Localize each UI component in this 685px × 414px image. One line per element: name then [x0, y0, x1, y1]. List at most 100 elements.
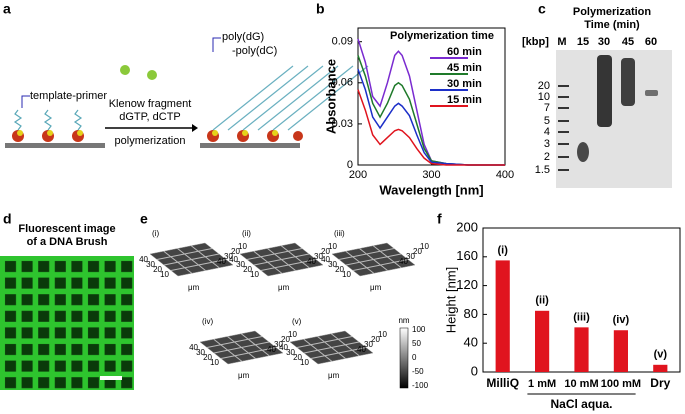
bar: [535, 310, 550, 372]
afm-ridge: [170, 259, 227, 271]
afm-tick: 10: [342, 270, 351, 279]
afm-unit: μm: [278, 283, 290, 292]
fluorescence-image: [0, 256, 134, 390]
diagram-a: template-primer Klenow fragment dGTP, dC…: [5, 31, 369, 148]
afm-unit: μm: [328, 371, 340, 380]
ladder-band: [558, 85, 569, 87]
afm-tick: 30: [314, 252, 323, 261]
label: poly(dG): [222, 31, 264, 43]
helix: [242, 65, 324, 131]
y-tick-label: 0.03: [332, 118, 353, 130]
legend-label: 15 min: [447, 94, 482, 106]
afm-tick: 40: [399, 257, 408, 266]
afm-tick: 20: [231, 247, 240, 256]
afm-tick: 20: [321, 247, 330, 256]
bar-label: (ii): [535, 295, 549, 307]
gel-title: Polymerization: [573, 6, 652, 18]
afm-tick: 10: [300, 358, 309, 367]
bar-label: (i): [498, 244, 509, 256]
afm-tick: 10: [420, 242, 429, 251]
y-tick-label: 0.09: [332, 36, 353, 48]
afm-tick: 30: [196, 348, 205, 357]
afm-tick: 20: [243, 265, 252, 274]
panel-label: c: [538, 1, 546, 17]
afm-tick: 40: [321, 255, 330, 264]
y-tick-label: 0.06: [332, 77, 353, 89]
afm-ridge: [352, 259, 409, 271]
ladder-label: 5: [544, 115, 550, 127]
afm-ridge: [177, 248, 206, 271]
afm-label: (iv): [202, 317, 213, 326]
afm-tick: 10: [160, 270, 169, 279]
scale-bar: [100, 376, 122, 380]
afm-tick: 30: [224, 252, 233, 261]
afm-tick: 40: [229, 255, 238, 264]
x-tick-label: 1 mM: [528, 378, 556, 390]
afm-tick: 40: [217, 257, 226, 266]
colorbar-tick: 0: [412, 353, 417, 362]
afm-label: (v): [292, 317, 302, 326]
afm-tick: 20: [153, 265, 162, 274]
colorbar: [399, 327, 409, 389]
ladder-label: 1.5: [535, 164, 550, 176]
afm-tick: 20: [293, 353, 302, 362]
y-tick-label: 0: [471, 363, 478, 378]
legend-label: 60 min: [447, 46, 482, 58]
afm-tick: 40: [279, 343, 288, 352]
legend-label: 45 min: [447, 62, 482, 74]
substrate: [5, 143, 105, 148]
afm-label: (iii): [334, 229, 345, 238]
ladder-label: 20: [538, 80, 550, 92]
x-axis-label: Wavelength [nm]: [379, 182, 483, 197]
afm-ridge: [317, 336, 346, 359]
afm-label: (ii): [242, 229, 251, 238]
afm-tick: 40: [267, 345, 276, 354]
colorbar-tick: -100: [412, 381, 429, 390]
series-line: [357, 68, 505, 166]
lane-label: 30: [598, 36, 610, 48]
afm-ridge: [260, 259, 317, 271]
colorbar-tick: 100: [412, 325, 426, 334]
afm-ridge: [280, 245, 310, 269]
bar: [495, 260, 510, 372]
anchors: [12, 130, 303, 142]
image-title: Fluorescent image: [18, 223, 115, 235]
panel-label: e: [140, 211, 148, 227]
helix: [272, 65, 354, 131]
gel-bands: [577, 55, 658, 162]
primer-pointer: [21, 95, 30, 108]
afm-ridge: [190, 245, 220, 269]
y-tick-label: 80: [464, 306, 478, 321]
primers: [13, 109, 83, 131]
x-tick-label: 400: [496, 169, 514, 181]
afm-ridge: [359, 248, 388, 271]
label: dGTP, dCTP: [119, 111, 181, 123]
x-tick-label: 10 mM: [564, 378, 598, 390]
label: Klenow fragment: [109, 98, 192, 110]
ladder-band: [558, 131, 569, 133]
colorbar-unit: nm: [398, 316, 409, 325]
colorbar-tick: -50: [412, 367, 424, 376]
bar: [574, 327, 589, 372]
afm-tick: 20: [281, 335, 290, 344]
bar-label: (iv): [613, 314, 630, 326]
ladder-band: [558, 120, 569, 122]
x-group-label: NaCl aqua.: [550, 397, 612, 411]
x-tick-label: 100 mM: [601, 378, 641, 390]
ladder-label: 10: [538, 91, 550, 103]
legend-label: 30 min: [447, 78, 482, 90]
ladder-label: 3: [544, 138, 550, 150]
helix: [212, 65, 294, 131]
afm-tick: 20: [413, 247, 422, 256]
helix: [287, 65, 369, 131]
helix: [257, 65, 339, 131]
x-tick-label: Dry: [650, 376, 670, 390]
lane-label: 15: [577, 36, 589, 48]
afm-unit: μm: [238, 371, 250, 380]
y-tick-label: 160: [456, 248, 478, 263]
afm-tick: 30: [328, 260, 337, 269]
y-axis-label: Height [nm]: [443, 267, 458, 333]
afm-tick: 40: [307, 257, 316, 266]
